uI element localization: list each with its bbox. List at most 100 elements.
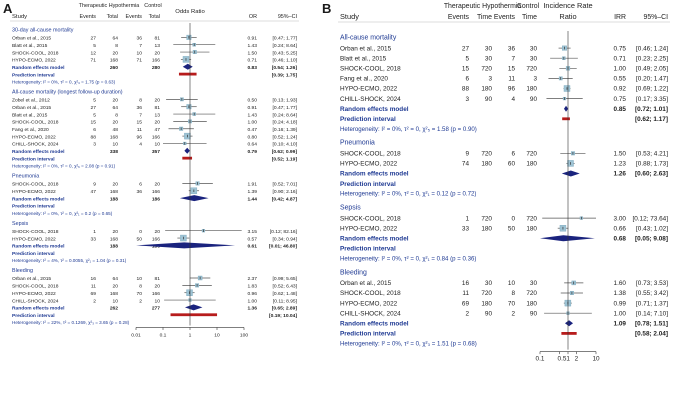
study-estimate: 1.83 [247, 284, 257, 290]
study-events1: 69 [91, 291, 97, 297]
study-ci: [0.90; 2.16] [273, 189, 298, 195]
section-title: 30-day all-cause mortality [12, 28, 74, 34]
prediction-ci: [0.19; 10.04] [269, 313, 297, 319]
study-events1: 5 [93, 98, 96, 104]
study-ci: [0.71; 1.37] [636, 300, 668, 307]
random-ci: [0.54; 1.26] [272, 65, 298, 71]
random-effects-diamond [136, 242, 236, 249]
study-events1: 27 [91, 105, 97, 111]
study-events2: 0 [139, 229, 142, 235]
header-estimate: IRR [614, 14, 626, 21]
study-estimate: 0.71 [247, 58, 257, 64]
prediction-ci: [0.62; 1.17] [635, 116, 668, 123]
study-ci: [0.17; 3.35] [636, 96, 668, 103]
header-estimate: OR [249, 14, 257, 20]
random-total2: 280 [152, 65, 160, 71]
study-events2: 10 [137, 276, 143, 282]
study-ci: [0.52; 1.24] [273, 134, 298, 140]
study-ci: [0.34; 0.94] [273, 236, 298, 242]
header-plot-title: Incidence Rate [543, 1, 592, 10]
heterogeneity-text: Heterogeneity: I² = 0%, τ² = 0, χ²₁ = 0.… [12, 211, 113, 216]
study-events2: 10 [508, 280, 516, 287]
header-study: Study [12, 14, 27, 20]
study-ci: [0.11; 8.95] [273, 298, 298, 304]
study-total2: 166 [152, 58, 160, 64]
study-estimate: 1.39 [247, 189, 257, 195]
panel-a-letter: A [3, 1, 13, 16]
study-total1: 20 [113, 120, 119, 126]
random-total1: 262 [110, 306, 118, 312]
study-total1: 10 [113, 298, 119, 304]
study-events2: 10 [137, 50, 143, 56]
heterogeneity-text: Heterogeneity: I² = 0%, τ² = 0, χ²₃ = 1.… [340, 341, 477, 348]
study-name: SHOCK-COOL, 2018 [12, 284, 59, 290]
x-tick-label: 2 [575, 356, 579, 363]
study-events2: 96 [508, 86, 516, 93]
study-name: HYPO-ECMO, 2022 [12, 134, 56, 140]
study-name: CHILL-SHOCK, 2024 [12, 142, 59, 148]
header-group2: Control [144, 3, 161, 9]
study-events1: 9 [465, 151, 469, 158]
study-total2: 20 [155, 120, 161, 126]
study-name: HYPO-ECMO, 2022 [12, 189, 56, 195]
header-ci: 95%–CI [643, 14, 668, 21]
random-effects-label: Random effects model [340, 106, 409, 113]
study-total1: 30 [485, 55, 493, 62]
study-events1: 15 [462, 66, 470, 73]
study-events2: 6 [139, 182, 142, 188]
study-ci: [0.10; 4.10] [273, 142, 298, 148]
study-estimate: 0.47 [247, 127, 257, 133]
study-total1: 20 [113, 50, 119, 56]
random-ci: [0.60; 2.63] [635, 171, 668, 178]
study-total1: 8 [115, 43, 118, 49]
prediction-ci: [0.39; 1.75] [272, 72, 298, 78]
prediction-label: Prediction interval [340, 246, 396, 253]
study-total1: 168 [110, 189, 118, 195]
random-effects-diamond [561, 170, 580, 177]
study-events1: 88 [91, 134, 97, 140]
study-name: HYPO-ECMO, 2022 [12, 58, 56, 64]
study-name: CHILL-SHOCK, 2024 [12, 298, 59, 304]
study-estimate: 2.37 [247, 276, 257, 282]
study-total1: 168 [110, 58, 118, 64]
study-ci: [0.24; 8.64] [273, 112, 298, 118]
study-events2: 8 [139, 284, 142, 290]
random-effects-label: Random effects model [12, 65, 65, 71]
study-ci: [0.49; 2.05] [636, 66, 668, 73]
x-tick-label: 0.51 [558, 356, 571, 363]
study-events1: 33 [462, 225, 470, 232]
study-events2: 8 [139, 98, 142, 104]
x-tick-label: 0.1 [160, 332, 167, 338]
study-name: HYPO-ECMO, 2022 [340, 225, 398, 232]
random-ci: [0.62; 0.99] [272, 149, 298, 155]
study-events2: 60 [508, 161, 516, 168]
study-name: Orban et al., 2015 [12, 276, 51, 282]
random-ci: [0.65; 2.89] [272, 306, 298, 312]
study-ci: [0.24; 8.64] [273, 43, 298, 49]
study-events2: 15 [508, 66, 516, 73]
study-estimate: 0.92 [614, 86, 627, 93]
study-ci: [0.69; 1.22] [636, 86, 668, 93]
heterogeneity-text: Heterogeneity: I² = 0%, τ² = 0, χ²₃ = 1.… [12, 79, 116, 84]
study-estimate: 0.64 [247, 142, 257, 148]
study-total2: 20 [155, 50, 161, 56]
study-name: HYPO-ECMO, 2022 [12, 291, 56, 297]
random-effects-diamond [540, 235, 595, 242]
study-total1: 720 [481, 151, 492, 158]
study-events1: 3 [465, 96, 469, 103]
random-ci: [0.05; 9.08] [635, 236, 668, 243]
study-ci: [0.99; 5.65] [273, 276, 298, 282]
study-name: SHOCK-COOL, 2018 [340, 66, 401, 73]
study-name: HYPO-ECMO, 2022 [340, 86, 398, 93]
study-events1: 71 [91, 58, 97, 64]
study-total2: 166 [152, 189, 160, 195]
study-estimate: 1.00 [614, 66, 627, 73]
study-name: Fang et al., 2020 [340, 76, 388, 83]
study-total1: 20 [113, 98, 119, 104]
x-tick-label: 10 [214, 332, 220, 338]
header-events2: Events [494, 14, 516, 21]
study-ci: [0.46; 1.24] [636, 45, 668, 52]
random-estimate: 0.85 [614, 106, 627, 113]
study-events1: 12 [91, 50, 97, 56]
study-events1: 2 [465, 310, 469, 317]
